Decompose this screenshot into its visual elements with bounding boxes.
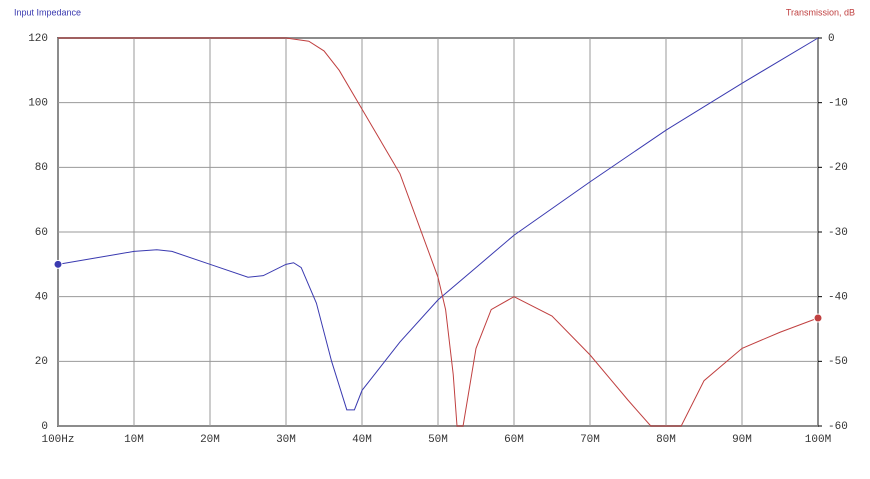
y-tick-label: 60: [35, 227, 48, 239]
series-line: [58, 37, 819, 427]
x-tick-label: 80M: [656, 434, 676, 446]
x-tick-label: 20M: [200, 434, 220, 446]
y2-tick-label: -40: [828, 292, 848, 304]
y2-tick-label: -50: [828, 356, 848, 368]
right-axis-title: Transmission, dB: [786, 7, 855, 17]
y-tick-label: 120: [28, 33, 48, 45]
y2-tick-label: -60: [828, 421, 848, 433]
x-tick-label: 100Hz: [41, 434, 74, 446]
x-tick-label: 90M: [732, 434, 752, 446]
x-tick-label: 10M: [124, 434, 144, 446]
y-tick-label: 40: [35, 292, 48, 304]
x-tick-label: 50M: [428, 434, 448, 446]
x-tick-label: 100M: [805, 434, 831, 446]
y-tick-label: 20: [35, 356, 48, 368]
y2-tick-label: -20: [828, 162, 848, 174]
cursor-marker: [813, 313, 823, 323]
y-tick-label: 0: [41, 421, 48, 433]
y2-tick-label: -30: [828, 227, 848, 239]
series-line: [57, 37, 819, 411]
x-tick-label: 40M: [352, 434, 372, 446]
y2-tick-label: 0: [828, 33, 835, 45]
cursor-marker: [53, 259, 63, 269]
x-tick-label: 30M: [276, 434, 296, 446]
y-tick-label: 80: [35, 162, 48, 174]
x-tick-label: 70M: [580, 434, 600, 446]
x-tick-label: 60M: [504, 434, 524, 446]
y-tick-label: 100: [28, 98, 48, 110]
y2-tick-label: -10: [828, 98, 848, 110]
left-axis-title: Input Impedance: [14, 7, 81, 17]
